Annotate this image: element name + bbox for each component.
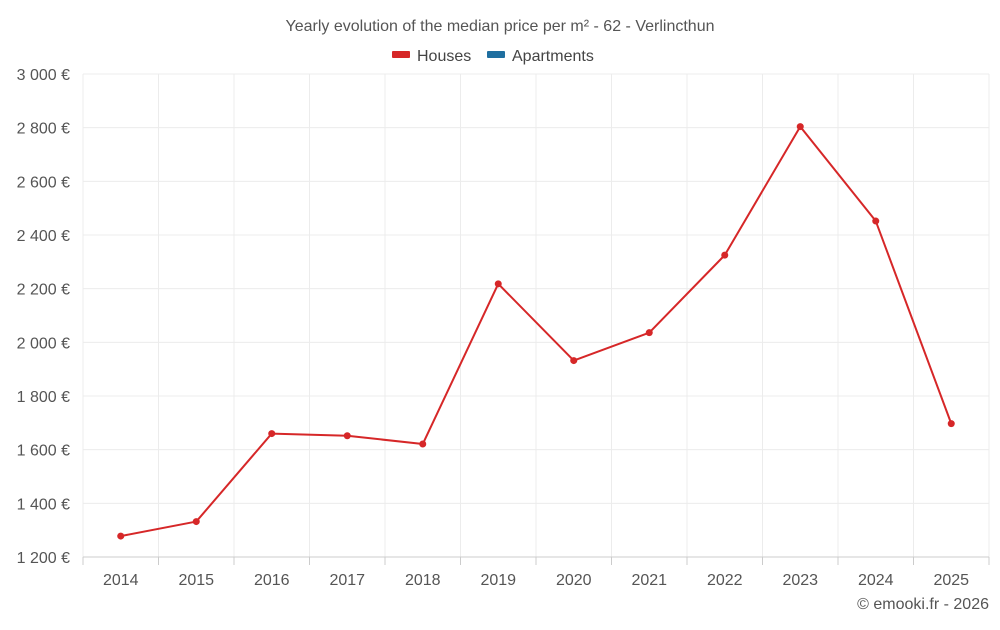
data-point-houses[interactable] bbox=[947, 420, 955, 428]
chart-title: Yearly evolution of the median price per… bbox=[286, 18, 715, 35]
y-tick-label: 1 800 € bbox=[17, 389, 70, 406]
legend-label-houses: Houses bbox=[417, 48, 471, 65]
data-point-houses[interactable] bbox=[570, 357, 578, 365]
y-tick-label: 2 600 € bbox=[17, 174, 70, 191]
y-tick-label: 2 200 € bbox=[17, 282, 70, 299]
series-line-houses bbox=[120, 125, 953, 538]
x-tick-label: 2017 bbox=[329, 572, 365, 589]
x-tick-label: 2015 bbox=[178, 572, 214, 589]
x-tick-label: 2024 bbox=[858, 572, 894, 589]
x-tick-label: 2020 bbox=[556, 572, 592, 589]
legend-item-apartments[interactable]: Apartments bbox=[487, 48, 594, 65]
x-tick-label: 2019 bbox=[480, 572, 516, 589]
legend-item-houses[interactable]: Houses bbox=[392, 48, 471, 65]
legend-label-apartments: Apartments bbox=[512, 48, 594, 65]
series-layer bbox=[117, 123, 955, 540]
x-tick-label: 2014 bbox=[103, 572, 139, 589]
data-point-houses[interactable] bbox=[268, 430, 276, 438]
y-tick-label: 2 800 € bbox=[17, 121, 70, 138]
legend-swatch-apartments bbox=[487, 51, 505, 58]
y-tick-label: 1 200 € bbox=[17, 550, 70, 567]
y-tick-label: 2 000 € bbox=[17, 335, 70, 352]
data-point-houses[interactable] bbox=[796, 123, 804, 131]
data-point-houses[interactable] bbox=[419, 440, 427, 448]
y-tick-label: 3 000 € bbox=[17, 67, 70, 84]
data-point-houses[interactable] bbox=[192, 518, 200, 526]
x-axis: 2014 2015 2016 2017 2018 2019 2020 2021 2022 2023… bbox=[82, 556, 990, 589]
data-point-houses[interactable] bbox=[645, 329, 653, 337]
data-point-houses[interactable] bbox=[872, 217, 880, 225]
y-tick-label: 1 600 € bbox=[17, 443, 70, 460]
data-point-houses[interactable] bbox=[117, 532, 125, 540]
grid-lines bbox=[82, 73, 990, 557]
y-axis: 1 200 € 1 400 € 1 600 € 1 800 € 2 000 € 2 200… bbox=[17, 67, 70, 567]
x-tick-label: 2022 bbox=[707, 572, 743, 589]
credit-text: © emooki.fr - 2026 bbox=[857, 596, 989, 613]
chart-legend: Houses Apartments bbox=[392, 48, 594, 65]
x-tick-label: 2016 bbox=[254, 572, 290, 589]
data-point-houses[interactable] bbox=[494, 280, 502, 288]
data-point-houses[interactable] bbox=[343, 432, 351, 440]
x-tick-label: 2023 bbox=[782, 572, 818, 589]
data-point-houses[interactable] bbox=[721, 251, 729, 259]
y-tick-label: 1 400 € bbox=[17, 496, 70, 513]
x-tick-label: 2025 bbox=[933, 572, 969, 589]
x-tick-label: 2021 bbox=[631, 572, 667, 589]
x-tick-label: 2018 bbox=[405, 572, 441, 589]
y-tick-label: 2 400 € bbox=[17, 228, 70, 245]
legend-swatch-houses bbox=[392, 51, 410, 58]
